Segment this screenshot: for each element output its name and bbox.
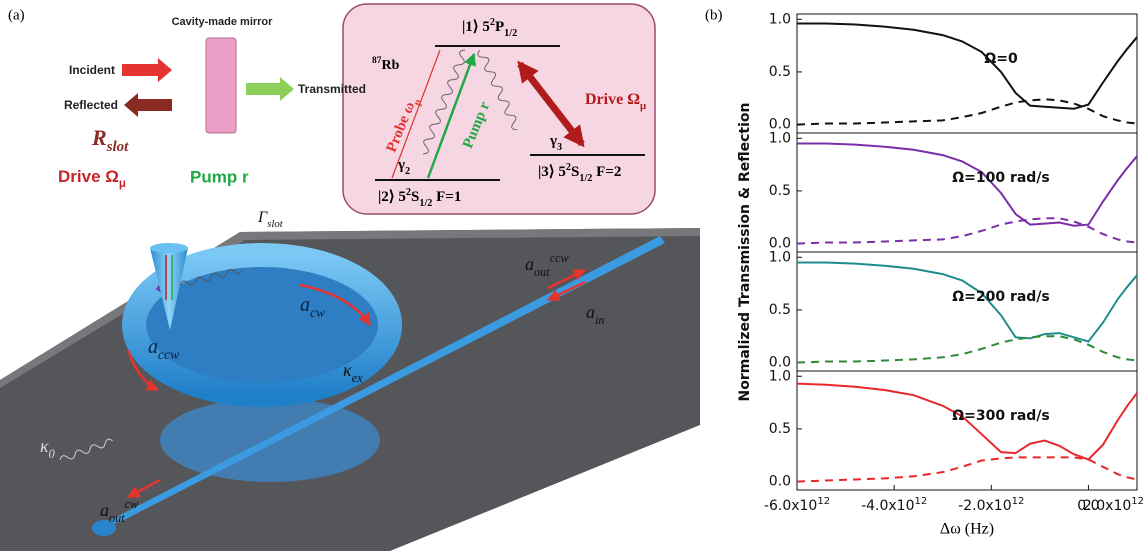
y-tick-label: 1.0	[769, 11, 791, 27]
x-tick-label-exponent: 12	[1131, 496, 1144, 507]
a-cw-main: a	[300, 294, 310, 316]
level-1-main: P	[495, 19, 504, 35]
series-line	[797, 457, 1137, 481]
a-out-cw-sub: out	[109, 511, 125, 525]
a-out-ccw-main: a	[525, 254, 534, 274]
level-3-main: S	[571, 164, 579, 180]
x-tick-label-base: -2.0x10	[958, 498, 1011, 514]
y-tick-label: 0.0	[769, 474, 791, 490]
a-out-cw-sup: cw	[125, 497, 139, 511]
panel-b: (b) Normalized Transmission & Reflection 0…	[705, 7, 1144, 537]
y-tick-label: 0.5	[769, 302, 791, 318]
level-3-tail: F=2	[592, 164, 621, 180]
a-out-ccw-sup: ccw	[550, 251, 570, 265]
level-2-main: S	[411, 189, 419, 205]
level-2-tail: F=1	[432, 189, 461, 205]
drive-label-main: Drive Ω	[58, 167, 119, 186]
kappa-ex-main: κ	[343, 360, 352, 380]
y-tick-label: 1.0	[769, 130, 791, 146]
a-out-ccw-sub: out	[534, 265, 550, 279]
incident-arrow	[122, 58, 172, 82]
annotation: Ω=300 rad/s	[952, 408, 1050, 424]
figure: (b) Normalized Transmission & Reflection 0…	[0, 0, 1145, 551]
annotation: Ω=0	[984, 51, 1018, 67]
kappa-0-main: κ	[40, 436, 49, 456]
a-ccw-main: a	[148, 336, 158, 358]
x-tick-label-exponent: 12	[1012, 496, 1025, 507]
series-line	[797, 24, 1137, 109]
level-3-ket: |3⟩ 5	[538, 164, 566, 180]
level-1-ket: |1⟩ 5	[462, 19, 490, 35]
inset-drive-label-main: Drive Ω	[585, 91, 640, 108]
r-slot-main: R	[91, 125, 107, 150]
page: {"panel_a": { "label": "(a)", "mirror": …	[0, 0, 1145, 551]
gamma-3-sub: 3	[557, 142, 562, 153]
plot-frame	[797, 371, 1137, 490]
y-tick-label: 0.5	[769, 421, 791, 437]
gamma-3-main: γ	[549, 133, 557, 149]
y-tick-label: 1.0	[769, 249, 791, 265]
x-tick-label-base: -6.0x10	[764, 498, 817, 514]
x-tick-label: -4.0x1012	[861, 496, 927, 515]
x-tick-label-exponent: 12	[817, 496, 830, 507]
x-tick-label-exponent: 12	[914, 496, 927, 507]
r-slot-sub: slot	[106, 139, 129, 155]
cone-top	[150, 243, 188, 253]
energy-level-inset	[343, 4, 655, 214]
x-axis-label: Δω (Hz)	[940, 521, 994, 538]
gamma-slot-sub: slot	[267, 218, 284, 230]
y-tick-label: 0.5	[769, 183, 791, 199]
inset-box	[343, 4, 655, 214]
level-3-sub: 1/2	[579, 173, 592, 184]
x-tick-label-base: -4.0x10	[861, 498, 914, 514]
a-in-sub: in	[595, 313, 605, 327]
reflected-arrow	[124, 93, 172, 117]
inset-drive-label-sub: μ	[640, 100, 647, 112]
mirror-label: Cavity-made mirror	[172, 16, 274, 28]
drive-label-sub: μ	[119, 178, 126, 190]
mirror	[206, 38, 236, 133]
y-tick-label: 1.0	[769, 368, 791, 384]
incident-label: Incident	[69, 63, 115, 77]
gamma-slot: Γslot	[257, 209, 284, 230]
r-slot: Rslot	[91, 125, 129, 155]
a-out-cw-main: a	[100, 500, 109, 520]
transmitted-arrow	[246, 77, 294, 101]
kappa-ex-sub: ex	[352, 371, 363, 385]
level-1-sub: 1/2	[504, 28, 517, 39]
y-axis-label: Normalized Transmission & Reflection	[737, 103, 753, 402]
annotation: Ω=200 rad/s	[952, 289, 1050, 305]
panel-label: (b)	[705, 7, 723, 23]
drive-label: Drive Ωμ	[58, 167, 126, 190]
a-cw-sub: cw	[310, 305, 325, 320]
panel-label: (a)	[8, 7, 25, 23]
a-ccw-sub: ccw	[158, 347, 179, 362]
kappa-0-sub: 0	[49, 447, 55, 461]
a-in-main: a	[586, 302, 595, 322]
series-line	[797, 218, 1137, 243]
x-tick-label: -6.0x1012	[764, 496, 830, 515]
gamma-2-main: γ	[397, 157, 405, 173]
level-2-sub: 1/2	[419, 198, 432, 209]
reflected-label: Reflected	[64, 98, 118, 112]
atom-label-main: Rb	[382, 58, 400, 73]
atom-label-sup: 87	[372, 56, 382, 66]
series-line	[797, 99, 1137, 124]
transmitted-label: Transmitted	[298, 82, 366, 96]
annotation: Ω=100 rad/s	[952, 170, 1050, 186]
x-tick-label: -2.0x1012	[958, 496, 1024, 515]
y-tick-label: 0.5	[769, 64, 791, 80]
x-tick-label: 2.0x1012	[1083, 496, 1144, 515]
x-tick-label-base: 2.0x10	[1083, 498, 1131, 514]
gamma-2-sub: 2	[405, 166, 410, 177]
level-2-ket: |2⟩ 5	[378, 189, 406, 205]
pump-label: Pump r	[190, 167, 249, 186]
